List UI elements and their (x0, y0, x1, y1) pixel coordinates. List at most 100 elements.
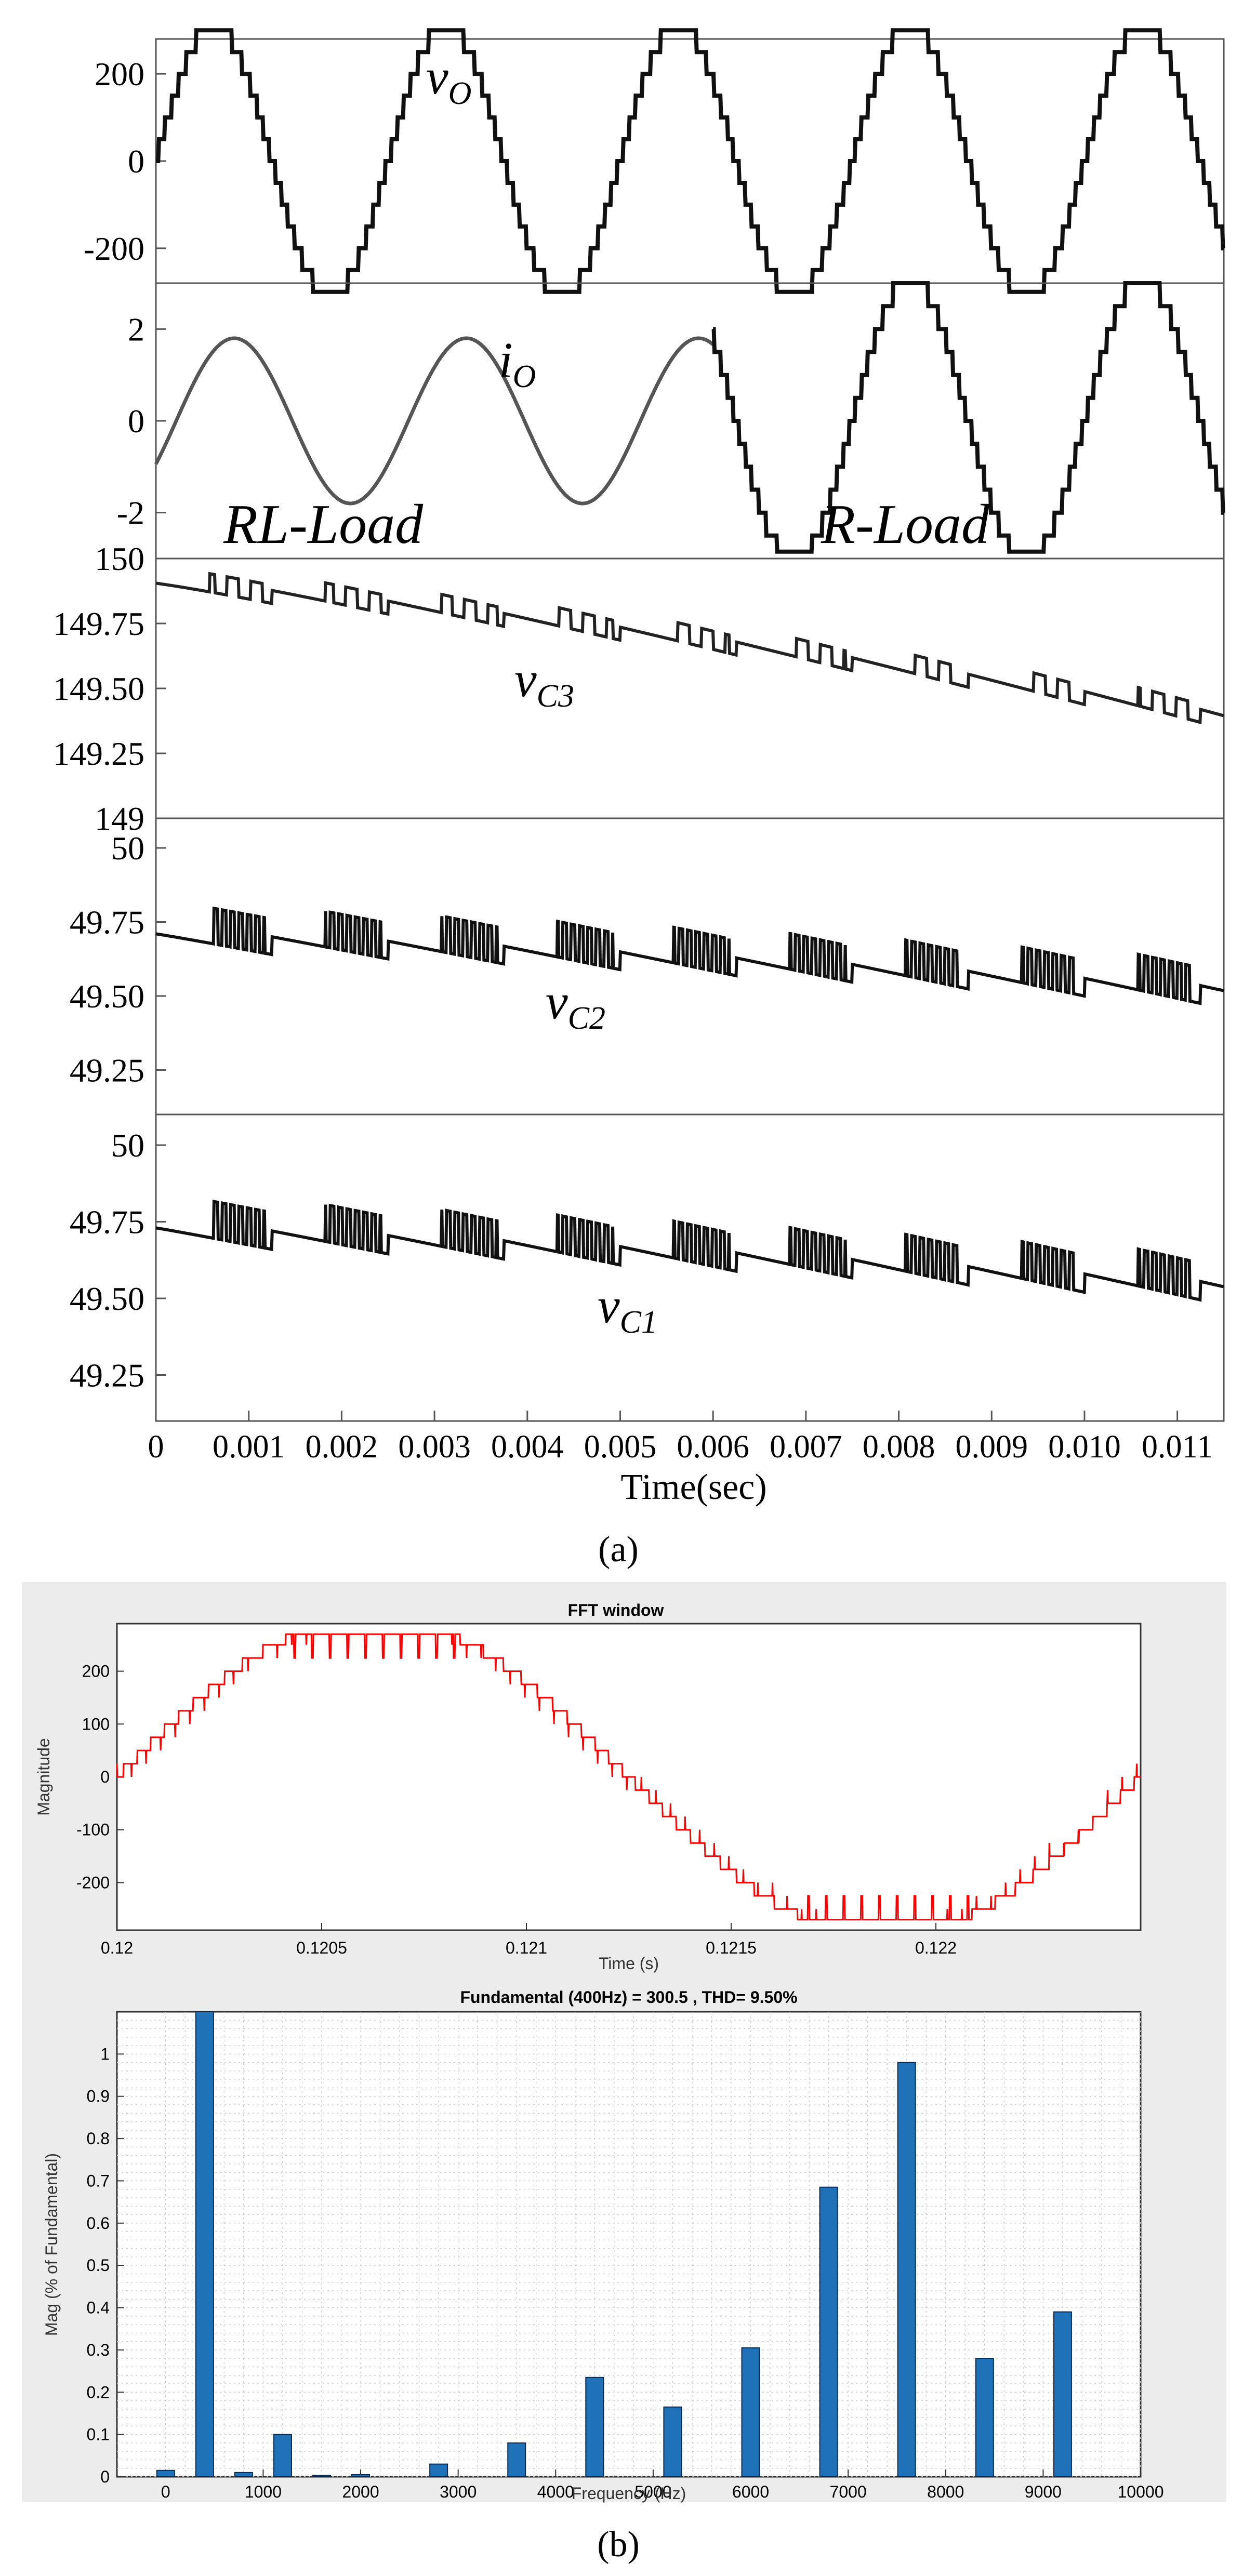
y-tick-label: 0.3 (87, 2341, 110, 2359)
vc1-subplot: 50 49.75 49.50 49.25 vC1 (70, 1113, 1225, 1422)
y-tick-label: 0 (100, 1768, 110, 1786)
y-tick-label: 0 (128, 403, 144, 440)
vo-series-label: vO (426, 49, 471, 111)
y-tick-label: 0.4 (87, 2299, 110, 2317)
x-tick-label: 0.004 (491, 1429, 564, 1465)
vc1-frame (155, 1113, 1225, 1422)
vo-y-ticks: 200 0 -200 (84, 56, 166, 267)
x-tick-label: 0.1215 (706, 1938, 757, 1957)
vo-series-line (156, 28, 1225, 294)
x-tick-label: 0 (161, 2482, 170, 2501)
spectrum-bar (195, 2011, 214, 2477)
io-series-label: iO (499, 332, 536, 394)
spectrum-bar (429, 2463, 448, 2477)
y-tick-label: 0 (128, 143, 144, 180)
vc3-y-ticks: 150 149.75 149.50 149.25 149 (53, 540, 166, 837)
io-rl-series-line (154, 336, 715, 506)
spectrum-bar (273, 2434, 292, 2477)
spectrum-plot-area (116, 2011, 1142, 2478)
spectrum-bar (975, 2358, 994, 2477)
vc1-series-line (155, 1199, 1224, 1302)
rl-load-label: RL-Load (223, 494, 424, 555)
io-subplot: 2 0 -2 iO RL-Load R-Load (117, 281, 1225, 560)
y-tick-label: 150 (95, 540, 144, 577)
x-tick-label: 0.009 (956, 1429, 1028, 1465)
y-tick-label: 49.75 (70, 904, 144, 941)
vc3-frame (155, 557, 1225, 819)
y-tick-label: 0.9 (87, 2087, 110, 2106)
x-tick-label: 1000 (245, 2482, 282, 2501)
spectrum-bar (1053, 2311, 1072, 2477)
y-tick-label: 49.75 (70, 1204, 144, 1241)
y-tick-label: -100 (76, 1821, 110, 1839)
x-tick-label: 0.010 (1048, 1429, 1121, 1465)
y-tick-label: 149.75 (53, 605, 144, 642)
spectrum-ticks: 0 1000 2000 3000 4000 5000 6000 7000 8000 9000 100… (87, 2044, 1164, 2501)
x-tick-label: 0.122 (915, 1938, 957, 1957)
caption-a: (a) (598, 1530, 639, 1570)
vc3-series-line (155, 572, 1224, 725)
io-y-ticks: 2 0 -2 (117, 311, 166, 532)
vc1-series-label: vC1 (598, 1278, 657, 1340)
y-tick-label: 49.50 (70, 978, 144, 1015)
fft-window-title: FFT window (568, 1601, 664, 1619)
x-tick-label: 0.121 (506, 1938, 547, 1957)
x-tick-label: 4000 (537, 2482, 574, 2501)
y-tick-label: -200 (84, 230, 144, 267)
y-tick-label: 0.7 (87, 2171, 110, 2190)
x-tick-label: 7000 (830, 2482, 867, 2501)
x-tick-label: 0.008 (863, 1429, 935, 1465)
r-load-label: R-Load (821, 494, 990, 555)
x-tick-label: 2000 (342, 2482, 379, 2501)
y-tick-label: 50 (111, 830, 144, 867)
x-tick-label: 0.001 (213, 1429, 285, 1465)
x-tick-label: 8000 (927, 2482, 964, 2501)
y-tick-label: 0 (100, 2467, 110, 2486)
fft-window-series-line (116, 1633, 1141, 1921)
vo-subplot: 200 0 -200 vO (84, 28, 1225, 294)
spectrum-bar (351, 2474, 371, 2477)
x-tick-label: 0.005 (584, 1429, 657, 1465)
y-tick-label: 149.25 (53, 735, 144, 772)
spectrum-xlabel: Frequency (Hz) (572, 2484, 686, 2503)
spectrum-bars (156, 2011, 1072, 2478)
vc1-y-ticks: 50 49.75 49.50 49.25 (70, 1127, 166, 1394)
panel-a: 200 0 -200 vO 2 0 -2 iO RL-Load R-Load 150 14… (53, 28, 1225, 1570)
vc2-series-label: vC2 (546, 974, 605, 1036)
x-tick-label: 9000 (1025, 2482, 1062, 2501)
x-tick-label: 0.011 (1142, 1429, 1213, 1465)
y-tick-label: 49.25 (70, 1052, 144, 1089)
x-tick-label: 0.007 (770, 1429, 842, 1465)
spectrum-bar (156, 2469, 175, 2477)
y-tick-label: 0.2 (87, 2383, 110, 2401)
y-tick-label: 0.8 (87, 2129, 110, 2148)
spectrum-bar (897, 2062, 916, 2478)
caption-b: (b) (597, 2525, 640, 2565)
x-tick-label: 0.1205 (296, 1938, 347, 1957)
x-tick-label: 0.003 (398, 1429, 471, 1465)
spectrum-bar (663, 2406, 682, 2477)
fft-window-subplot: FFT window 0.12 0.1205 0.121 0.1215 0.122 200… (34, 1601, 1142, 1973)
y-tick-label: 0.6 (87, 2214, 110, 2233)
y-tick-label: 149 (95, 800, 144, 837)
time-axis-label: Time(sec) (620, 1467, 766, 1507)
y-tick-label: -2 (117, 495, 144, 532)
y-tick-label: 50 (111, 1127, 144, 1164)
fft-window-ylabel: Magnitude (34, 1738, 53, 1815)
x-tick-label: 10000 (1118, 2482, 1164, 2501)
y-tick-label: 2 (128, 311, 144, 348)
vc3-subplot: 150 149.75 149.50 149.25 149 vC3 (53, 540, 1225, 837)
spectrum-ylabel: Mag (% of Fundamental) (42, 2153, 61, 2336)
spectrum-bar (819, 2186, 838, 2478)
panel-b: FFT window 0.12 0.1205 0.121 0.1215 0.122 200… (22, 1582, 1226, 2565)
y-tick-label: 200 (82, 1662, 110, 1681)
spectrum-bar (585, 2376, 604, 2477)
x-tick-label: 5000 (634, 2482, 671, 2501)
y-tick-label: -200 (76, 1873, 110, 1892)
y-tick-label: 49.50 (70, 1280, 144, 1317)
x-tick-label: 0.002 (306, 1429, 378, 1465)
spectrum-bar (507, 2442, 526, 2478)
y-tick-label: 200 (95, 56, 144, 92)
spectrum-title: Fundamental (400Hz) = 300.5 , THD= 9.50% (460, 1988, 797, 2007)
